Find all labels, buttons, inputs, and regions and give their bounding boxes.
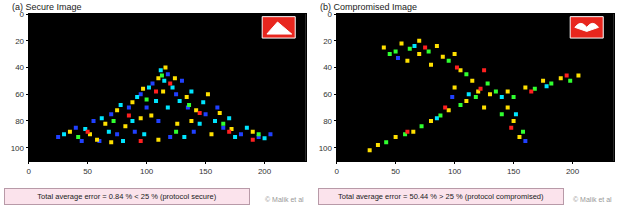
svg-text:100: 100 <box>140 167 154 176</box>
svg-text:Total average error = 50.44 %: Total average error = 50.44 % > 25 % (pr… <box>338 192 544 201</box>
svg-text:40: 40 <box>15 63 24 72</box>
svg-text:80: 80 <box>15 117 24 126</box>
svg-text:80: 80 <box>323 117 332 126</box>
svg-text:20: 20 <box>323 37 332 46</box>
svg-text:50: 50 <box>391 167 400 176</box>
svg-text:150: 150 <box>507 167 521 176</box>
svg-text:200: 200 <box>258 167 272 176</box>
svg-text:0: 0 <box>26 167 31 176</box>
svg-text:0: 0 <box>20 10 25 19</box>
svg-text:20: 20 <box>15 37 24 46</box>
svg-text:(a) Secure Image: (a) Secure Image <box>12 2 82 12</box>
svg-text:200: 200 <box>566 167 580 176</box>
svg-text:© Malik et al: © Malik et al <box>573 196 612 203</box>
svg-text:60: 60 <box>323 90 332 99</box>
svg-text:40: 40 <box>323 63 332 72</box>
svg-text:50: 50 <box>83 167 92 176</box>
svg-text:0: 0 <box>334 167 339 176</box>
svg-text:(b) Compromised Image: (b) Compromised Image <box>320 2 417 12</box>
svg-text:100: 100 <box>319 144 333 153</box>
svg-text:60: 60 <box>15 90 24 99</box>
svg-text:0: 0 <box>328 10 333 19</box>
svg-text:© Malik et al: © Malik et al <box>265 196 304 203</box>
svg-text:150: 150 <box>199 167 213 176</box>
svg-text:100: 100 <box>448 167 462 176</box>
svg-text:Total average error = 0.84 % <: Total average error = 0.84 % < 25 % (pro… <box>37 192 216 201</box>
svg-text:100: 100 <box>11 144 25 153</box>
